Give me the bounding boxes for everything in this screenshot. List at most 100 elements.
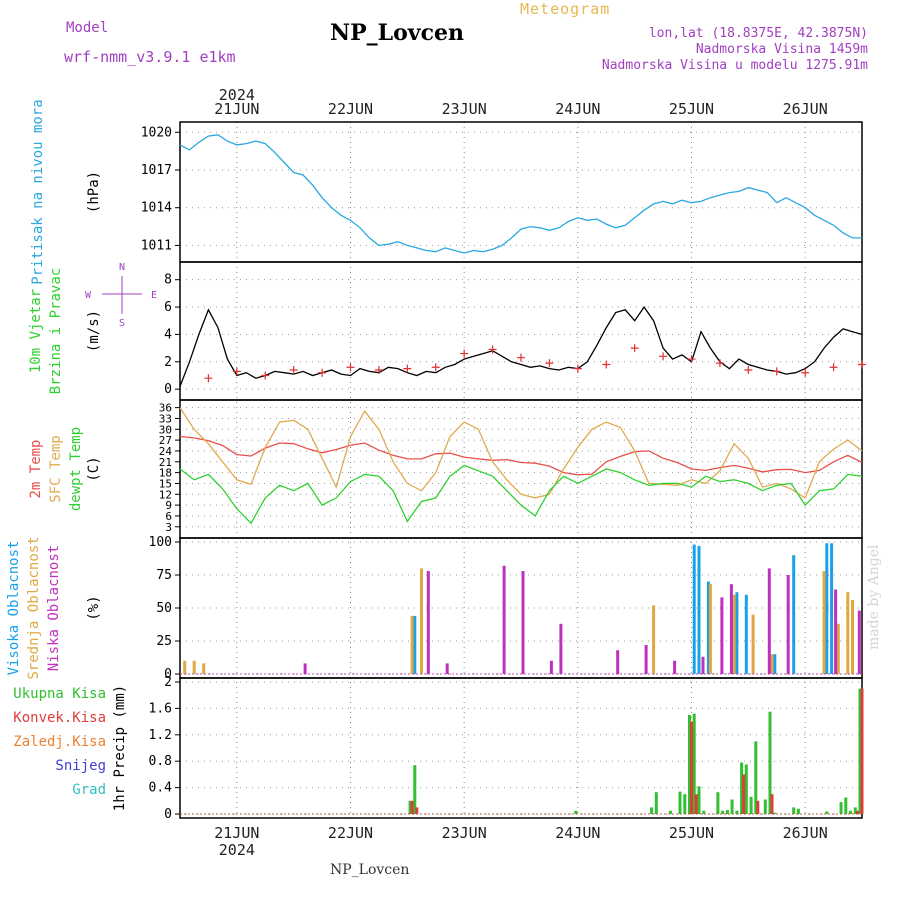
bar-conv_precip xyxy=(690,721,693,814)
bar-high_cloud xyxy=(697,546,701,674)
bottom-day-label: 26JUN xyxy=(783,824,828,842)
bar-high_cloud xyxy=(735,592,739,674)
bar-total_precip xyxy=(754,741,758,814)
wind-gust-marker xyxy=(488,345,497,354)
bar-mid_cloud xyxy=(410,615,414,674)
model-elevation: Nadmorska Visina u modelu 1275.91m xyxy=(601,58,868,73)
y-tick-label: 1014 xyxy=(141,201,172,216)
wind-gust-marker xyxy=(232,367,241,376)
bar-conv_precip xyxy=(694,794,698,814)
bar-low_cloud xyxy=(549,660,553,674)
top-day-label: 21JUN xyxy=(214,100,259,118)
bar-total_precip xyxy=(763,799,767,814)
bar-total_precip xyxy=(678,791,682,814)
panel-label-temperature: 2m Temp xyxy=(28,439,44,498)
y-tick-label: 0 xyxy=(164,667,172,682)
y-tick-label: 1.2 xyxy=(149,728,172,743)
y-tick-label: 100 xyxy=(149,535,172,550)
bar-mid_cloud xyxy=(708,584,712,674)
y-tick-label: 4 xyxy=(164,327,172,342)
bar-total_precip xyxy=(792,807,796,814)
bar-conv_precip xyxy=(410,800,414,814)
y-tick-label: 6 xyxy=(165,510,172,523)
bar-mid_cloud xyxy=(851,600,854,674)
top-day-label: 25JUN xyxy=(669,100,714,118)
wind-gust-marker xyxy=(573,364,582,373)
bar-total_precip xyxy=(721,810,725,814)
wind-gust-marker xyxy=(630,344,639,353)
bar-low_cloud xyxy=(616,650,620,674)
bar-total_precip xyxy=(858,688,862,814)
compass-south: S xyxy=(119,318,125,329)
bar-high_cloud xyxy=(692,544,696,674)
y-tick-label: 33 xyxy=(159,412,172,425)
bar-total_precip xyxy=(702,810,706,814)
precip-legend-label: Zaledj.Kisa xyxy=(13,734,106,750)
bar-total_precip xyxy=(796,808,800,814)
wind-gust-marker xyxy=(431,363,440,372)
model-label: Model xyxy=(66,20,109,36)
bar-mid_cloud xyxy=(202,663,206,674)
bottom-day-label: 24JUN xyxy=(555,824,600,842)
bar-total_precip xyxy=(688,715,691,814)
panel-label-clouds: Visoka Oblacnost xyxy=(6,541,22,676)
bar-total_precip xyxy=(574,810,578,814)
wind-gust-marker xyxy=(204,374,213,383)
wind-gust-marker xyxy=(289,366,298,374)
bar-total_precip xyxy=(844,797,848,814)
wind-gust-marker xyxy=(545,359,554,368)
bar-total_precip xyxy=(654,792,658,814)
bar-total_precip xyxy=(650,807,654,814)
y-tick-label: 25 xyxy=(156,634,172,649)
bar-low_cloud xyxy=(857,610,861,674)
bar-low_cloud xyxy=(644,645,648,674)
bar-total_precip xyxy=(730,799,734,814)
bar-low_cloud xyxy=(521,571,525,674)
bar-mid_cloud xyxy=(183,660,187,674)
wind-gust-marker xyxy=(460,349,469,358)
wind-gust-marker xyxy=(261,371,270,380)
series-line-sfc_temp xyxy=(179,407,863,499)
y-tick-label: 2 xyxy=(164,675,172,690)
bar-mid_cloud xyxy=(192,660,196,674)
top-day-label: 23JUN xyxy=(442,100,487,118)
precip-legend-label: Konvek.Kisa xyxy=(13,710,106,726)
panel-frame-pressure xyxy=(179,121,863,263)
bar-mid_cloud xyxy=(751,614,755,674)
panel-label-clouds: Srednja Oblacnost xyxy=(26,536,42,679)
bar-mid_cloud xyxy=(732,594,736,674)
panel-frame-wind xyxy=(179,261,863,401)
bottom-day-label: 23JUN xyxy=(442,824,487,842)
panel-unit-pressure: (hPa) xyxy=(86,171,102,213)
wind-gust-marker xyxy=(374,366,383,374)
bar-mid_cloud xyxy=(420,568,423,674)
wind-gust-marker xyxy=(403,364,412,373)
panel-label-wind: Brzina i Pravac xyxy=(48,268,64,394)
wind-gust-marker xyxy=(858,360,866,369)
y-tick-label: 27 xyxy=(159,434,172,447)
bar-low_cloud xyxy=(786,575,790,674)
bottom-day-label: 21JUN xyxy=(214,824,259,842)
y-tick-label: 1.6 xyxy=(149,701,172,716)
bar-conv_precip xyxy=(756,800,760,814)
y-tick-label: 12 xyxy=(159,488,172,501)
station-elevation: Nadmorska Visina 1459m xyxy=(695,42,868,57)
y-tick-label: 1020 xyxy=(141,125,172,140)
bar-mid_cloud xyxy=(652,605,656,674)
y-tick-label: 0.8 xyxy=(149,754,172,769)
wind-gust-marker xyxy=(801,368,810,377)
wind-gust-marker xyxy=(318,368,327,377)
panel-frame-temperature xyxy=(179,399,863,539)
wind-gust-marker xyxy=(715,359,724,368)
top-day-label: 24JUN xyxy=(555,100,600,118)
y-tick-label: 30 xyxy=(159,423,172,436)
bar-total_precip xyxy=(413,765,417,814)
wind-gust-marker xyxy=(829,363,838,372)
bar-mid_cloud xyxy=(822,571,826,674)
y-tick-label: 15 xyxy=(159,477,172,490)
bar-conv_precip xyxy=(415,807,419,814)
bar-high_cloud xyxy=(792,555,796,674)
bar-total_precip xyxy=(725,810,729,814)
bar-total_precip xyxy=(735,810,739,814)
top-day-label: 26JUN xyxy=(783,100,828,118)
